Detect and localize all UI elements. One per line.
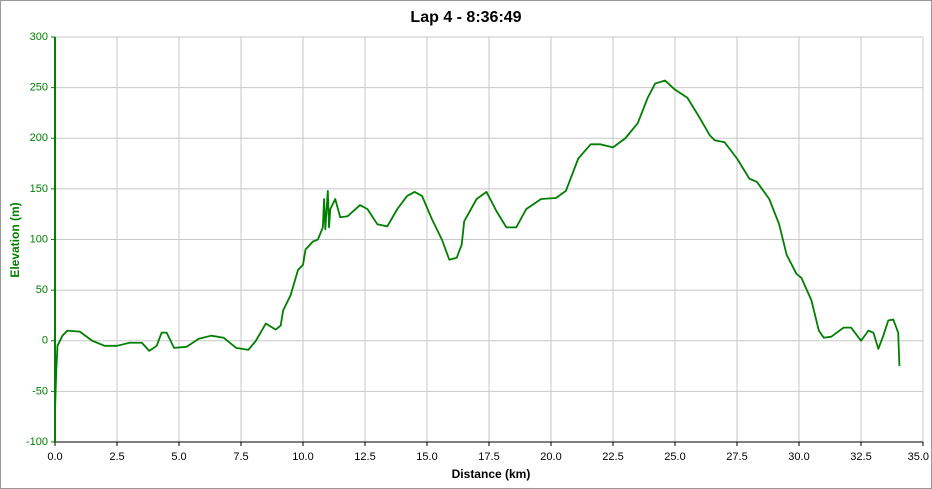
x-tick-label: 5.0 xyxy=(171,451,186,463)
y-tick-label: 50 xyxy=(36,284,48,296)
x-tick-label: 17.5 xyxy=(478,451,499,463)
y-tick-label: 250 xyxy=(30,82,48,94)
x-tick-label: 25.0 xyxy=(664,451,685,463)
x-tick-label: 27.5 xyxy=(726,451,747,463)
chart-title: Lap 4 - 8:36:49 xyxy=(410,9,521,26)
y-tick-label: 150 xyxy=(30,183,48,195)
x-tick-label: 20.0 xyxy=(540,451,561,463)
y-axis-label: Elevation (m) xyxy=(8,202,22,277)
data-line xyxy=(54,79,901,412)
x-tick-label: 22.5 xyxy=(602,451,623,463)
x-tick-label: 30.0 xyxy=(788,451,809,463)
x-tick-label: 15.0 xyxy=(416,451,437,463)
x-tick-label: 2.5 xyxy=(109,451,124,463)
x-tick-label: 12.5 xyxy=(354,451,375,463)
x-tick-label: 10.0 xyxy=(292,451,313,463)
y-tick-label: -100 xyxy=(26,436,48,448)
y-tick-label: 200 xyxy=(30,132,48,144)
x-tick-label: 35.0 xyxy=(908,451,929,463)
x-tick-label: 7.5 xyxy=(233,451,248,463)
y-tick-label: -50 xyxy=(32,385,48,397)
x-tick-label: 0.0 xyxy=(47,451,62,463)
x-tick-label: 32.5 xyxy=(850,451,871,463)
y-tick-label: 0 xyxy=(42,335,48,347)
y-tick-label: 100 xyxy=(30,233,48,245)
x-axis-label: Distance (km) xyxy=(452,467,531,481)
y-tick-label: 300 xyxy=(30,31,48,43)
